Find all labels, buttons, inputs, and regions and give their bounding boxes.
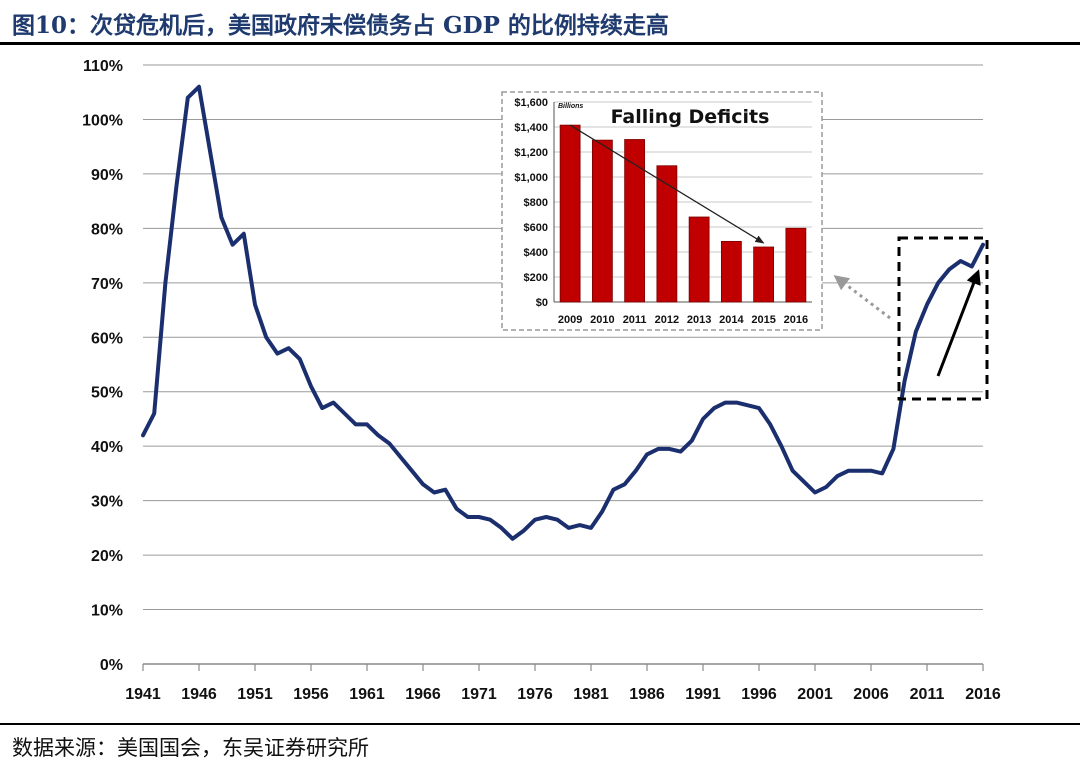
y-tick-label: 20% <box>91 548 123 565</box>
y-tick-label: 10% <box>91 603 123 620</box>
y-tick-label: 30% <box>91 494 123 511</box>
x-tick-label: 2001 <box>797 686 833 703</box>
inset-x-tick-label: 2011 <box>623 314 647 326</box>
x-tick-label: 1996 <box>741 686 777 703</box>
x-tick-label: 2016 <box>965 686 1001 703</box>
x-tick-label: 1976 <box>517 686 553 703</box>
x-tick-label: 1956 <box>293 686 329 703</box>
highlight-dashed-box <box>897 236 989 401</box>
annotations <box>833 236 989 401</box>
main-series <box>141 84 985 541</box>
inset-chart: $0 $200 $400 $600 $800 $1,000 $1,200 $1,400 $1,6… <box>501 91 823 331</box>
x-tick-label: 1981 <box>573 686 609 703</box>
inset-y-tick-label: $400 <box>524 247 548 259</box>
inset-y-tick-label: $1,200 <box>514 147 548 159</box>
pointer-arrow <box>833 275 891 320</box>
main-axes <box>142 663 984 671</box>
inset-title: Falling Deficits <box>611 106 770 128</box>
y-tick-label: 50% <box>91 385 123 402</box>
x-tick-label: 1971 <box>461 686 497 703</box>
inset-y-tick-label: $200 <box>524 272 548 284</box>
source-note: 数据来源：美国国会，东吴证券研究所 <box>12 736 369 760</box>
y-tick-label: 110% <box>83 58 123 75</box>
inset-x-tick-label: 2014 <box>719 314 744 326</box>
y-tick-label: 40% <box>91 439 123 456</box>
debt-to-gdp-line <box>141 84 985 541</box>
x-tick-label: 1961 <box>349 686 385 703</box>
inset-bar <box>688 216 710 303</box>
x-tick-label: 1946 <box>181 686 217 703</box>
x-tick-label: 1941 <box>125 686 161 703</box>
inset-y-tick-label: $800 <box>524 197 548 209</box>
inset-trend-arrow <box>569 124 765 244</box>
y-tick-label: 90% <box>91 167 123 184</box>
inset-bar <box>785 227 807 303</box>
y-tick-label: 0% <box>100 657 123 674</box>
bottom-rule <box>0 723 1080 725</box>
y-tick-label: 60% <box>91 330 123 347</box>
inset-x-tick-label: 2012 <box>655 314 679 326</box>
main-y-tick-labels: 0% 10% 20% 30% 40% 50% 60% 70% 80% 90% 100% 110% <box>82 58 123 674</box>
inset-y-tick-label: $600 <box>524 222 548 234</box>
inset-x-tick-label: 2009 <box>558 314 582 326</box>
inset-y-tick-label: $1,600 <box>514 97 548 109</box>
inset-x-tick-label: 2013 <box>687 314 711 326</box>
inset-y-tick-label: $0 <box>536 297 548 309</box>
figure-title: 图10：次贷危机后，美国政府未偿债务占 GDP 的比例持续走高 <box>12 12 669 39</box>
inset-bar <box>720 240 742 303</box>
inset-y-tick-label: $1,400 <box>514 122 548 134</box>
inset-x-tick-label: 2015 <box>751 314 775 326</box>
inset-bar <box>624 139 646 303</box>
main-x-tick-labels: 1941 1946 1951 1956 1961 1966 1971 1976 1981 1986… <box>125 686 1001 703</box>
x-tick-label: 2006 <box>853 686 889 703</box>
x-tick-label: 2011 <box>910 686 945 703</box>
inset-y-tick-label: $1,000 <box>514 172 548 184</box>
inset-unit-label: Billions <box>558 103 583 110</box>
y-tick-label: 80% <box>91 221 123 238</box>
x-tick-label: 1951 <box>237 686 273 703</box>
inset-bar <box>753 246 775 303</box>
x-tick-label: 1986 <box>629 686 665 703</box>
inset-x-tick-label: 2016 <box>784 314 808 326</box>
inset-x-tick-label: 2010 <box>590 314 614 326</box>
trend-arrow <box>936 269 981 377</box>
x-tick-label: 1991 <box>685 686 721 703</box>
y-tick-label: 100% <box>82 112 123 129</box>
inset-bar <box>559 124 581 303</box>
x-tick-label: 1966 <box>405 686 441 703</box>
inset-bar <box>656 165 678 303</box>
y-tick-label: 70% <box>91 276 123 293</box>
inset-bar <box>591 139 613 303</box>
top-rule <box>0 42 1080 45</box>
